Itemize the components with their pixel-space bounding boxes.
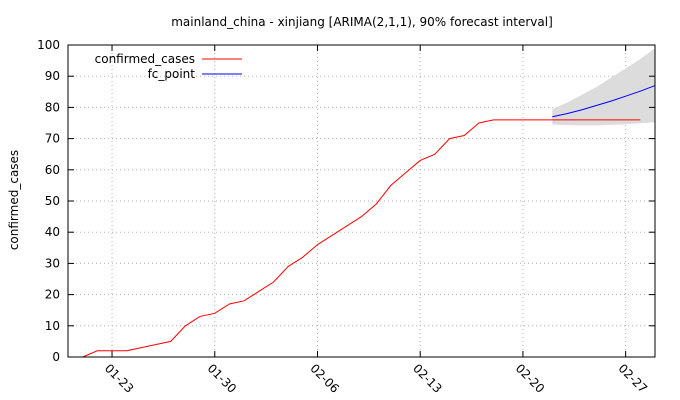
y-tick-label: 0 [52,350,60,364]
y-tick-label: 40 [45,225,60,239]
x-tick-label: 02-27 [616,361,651,396]
y-tick-label: 70 [45,132,60,146]
legend-label: fc_point [148,67,196,81]
y-tick-label: 30 [45,256,60,270]
forecast-interval-layer [552,48,655,126]
ticks: 0 10 20 30 40 50 60 70 80 90 100 01-23 01-30 02-06 02-… [37,38,655,396]
forecast-interval-band [552,48,655,126]
series-line-fc-point [552,85,656,118]
y-axis-label: confirmed_cases [7,150,21,250]
y-tick-label: 60 [45,163,60,177]
legend-label: confirmed_cases [95,52,195,66]
y-tick-label: 80 [45,100,60,114]
grid [68,45,655,357]
x-tick-label: 01-30 [205,361,240,396]
y-tick-label: 90 [45,69,60,83]
series-line-confirmed-cases [82,119,641,358]
x-tick-label: 02-13 [410,361,445,396]
y-tick-label: 50 [45,194,60,208]
x-tick-label: 02-06 [307,361,342,396]
chart-title: mainland_china - xinjiang [ARIMA(2,1,1),… [171,15,553,29]
x-tick-label: 01-23 [102,361,137,396]
y-tick-label: 100 [37,38,60,52]
x-tick-label: 02-20 [513,361,548,396]
series-layer [82,85,656,358]
y-tick-label: 20 [45,288,60,302]
y-tick-label: 10 [45,319,60,333]
